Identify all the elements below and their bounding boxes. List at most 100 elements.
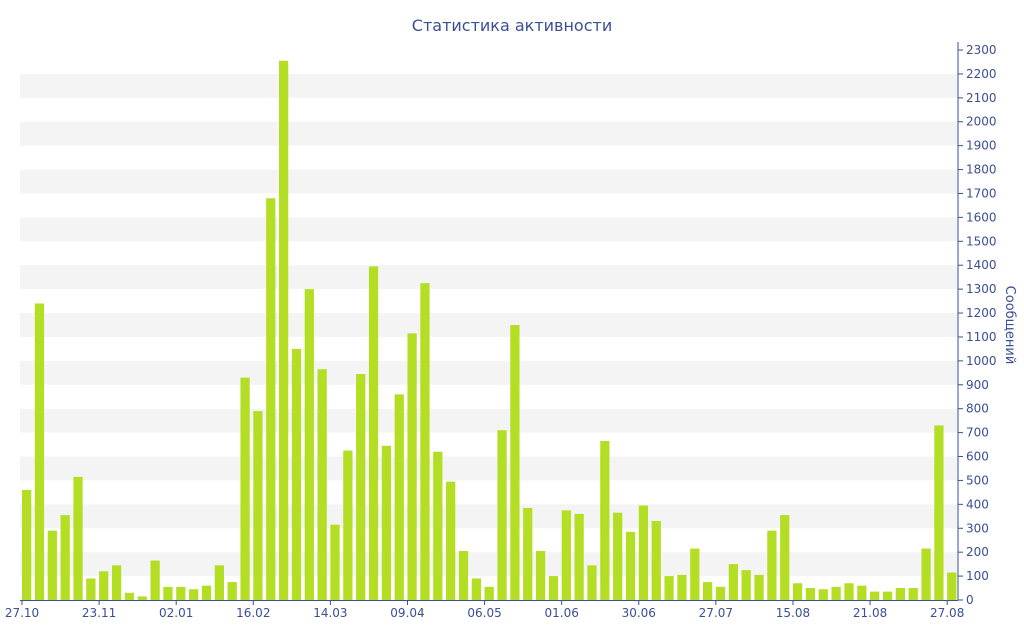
bar: [99, 571, 109, 600]
bar: [189, 589, 199, 600]
y-tick-label: 900: [966, 378, 989, 392]
bar: [767, 530, 777, 600]
bar: [381, 445, 392, 600]
bar: [73, 476, 83, 600]
y-tick-label: 1500: [966, 234, 997, 248]
bar: [895, 588, 906, 600]
bar: [407, 333, 417, 600]
bar: [497, 430, 507, 600]
y-tick-label: 1100: [966, 330, 997, 344]
x-tick-label: 02.01: [159, 606, 193, 620]
bar: [613, 512, 623, 600]
y-tick-label: 300: [966, 521, 989, 535]
bar: [278, 60, 289, 601]
grid-band: [20, 313, 958, 337]
x-tick-label: 23.11: [82, 606, 116, 620]
y-tick-label: 1400: [966, 258, 997, 272]
grid-band: [20, 456, 958, 481]
bar: [60, 515, 70, 600]
grid-band: [20, 73, 958, 98]
bar: [703, 582, 713, 600]
x-tick-label: 14.03: [313, 606, 347, 620]
bar: [458, 550, 469, 600]
bar: [34, 303, 45, 600]
x-tick-label: 01.06: [544, 606, 578, 620]
bar: [176, 586, 186, 600]
bar: [446, 481, 456, 600]
bar: [754, 574, 764, 600]
y-axis-label: Сообщений: [1002, 286, 1017, 365]
bar: [47, 530, 57, 600]
grid-band: [20, 360, 958, 385]
y-tick-label: 1600: [966, 210, 997, 224]
grid-band: [20, 265, 958, 290]
y-tick-label: 0: [966, 593, 974, 607]
bar: [792, 583, 803, 600]
grid-band: [20, 217, 958, 242]
y-axis: 0 100 200 300 400 500 600 700 800 900 1000 1100 1200…: [957, 42, 997, 607]
grid-band: [20, 408, 958, 433]
x-tick-label: 09.04: [390, 606, 424, 620]
y-tick-label: 200: [966, 545, 989, 559]
x-tick-label: 27.10: [5, 606, 39, 620]
bar: [561, 510, 571, 600]
y-tick-label: 100: [966, 569, 989, 583]
grid-band: [20, 504, 958, 529]
y-tick-label: 1200: [966, 306, 997, 320]
y-tick-label: 2300: [966, 43, 997, 57]
bar: [831, 586, 841, 600]
bar: [921, 548, 931, 600]
bar: [857, 585, 867, 600]
bars: [22, 60, 957, 601]
bar: [22, 490, 32, 600]
bar: [625, 531, 636, 600]
x-tick-label: 21.08: [853, 606, 887, 620]
y-tick-label: 2100: [966, 91, 997, 105]
bar: [214, 565, 224, 600]
bar: [227, 582, 237, 600]
bar: [510, 325, 520, 600]
grid-band: [20, 169, 958, 194]
bar: [600, 440, 610, 600]
bar: [780, 515, 790, 600]
bar: [844, 583, 854, 600]
bar: [908, 588, 918, 600]
bar: [368, 266, 379, 600]
bar: [882, 591, 893, 600]
bar: [638, 505, 649, 600]
bar: [150, 560, 160, 600]
x-tick-label: 30.06: [622, 606, 656, 620]
y-tick-label: 700: [966, 426, 989, 440]
y-tick-label: 600: [966, 450, 989, 464]
bar: [291, 348, 302, 600]
bar: [356, 374, 366, 600]
x-tick-label: 15.08: [776, 606, 810, 620]
bar: [934, 425, 944, 600]
bar: [805, 588, 816, 600]
bar: [163, 586, 173, 600]
x-tick-label: 06.05: [467, 606, 501, 620]
bar: [947, 572, 957, 600]
bar: [137, 596, 147, 600]
bar: [664, 576, 674, 600]
bar: [651, 521, 661, 600]
bar: [343, 450, 353, 600]
bar: [677, 574, 687, 600]
bar: [728, 564, 738, 600]
bar: [818, 589, 828, 600]
x-tick-label: 27.08: [930, 606, 964, 620]
bar: [86, 578, 96, 600]
bar: [574, 513, 584, 600]
y-tick-label: 800: [966, 402, 989, 416]
chart-title: Статистика активности: [412, 16, 612, 35]
bar: [715, 586, 726, 600]
bar: [124, 592, 135, 600]
y-tick-label: 500: [966, 473, 989, 487]
bar: [471, 578, 481, 600]
bar: [484, 586, 494, 600]
bar: [253, 411, 263, 600]
bar: [317, 369, 327, 600]
y-tick-label: 400: [966, 497, 989, 511]
bar: [535, 550, 546, 600]
